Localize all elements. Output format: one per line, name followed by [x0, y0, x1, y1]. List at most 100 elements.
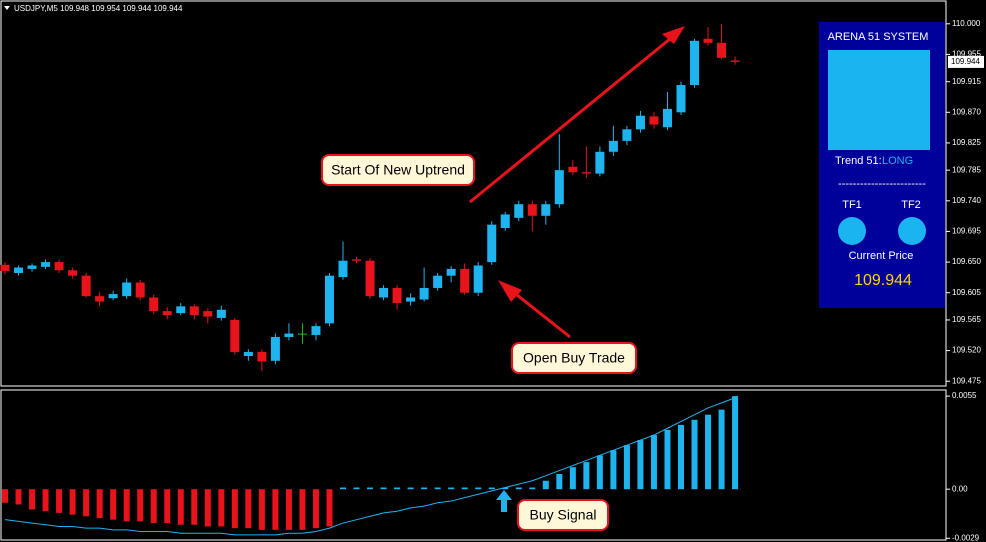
tf1-light	[838, 217, 866, 245]
histogram-bar	[367, 487, 374, 490]
histogram-bar	[218, 489, 225, 527]
candle-body	[500, 214, 510, 229]
candle-body	[676, 85, 686, 113]
panel-indicator	[828, 50, 930, 150]
histogram-bar	[177, 489, 184, 525]
candle-body	[662, 108, 672, 128]
tf2-light	[898, 217, 926, 245]
candle-body	[27, 265, 37, 269]
candle-body	[703, 38, 713, 43]
trend-value: LONG	[882, 155, 913, 167]
histogram-bar	[434, 487, 441, 490]
arrow	[469, 32, 677, 204]
histogram-bar	[83, 489, 90, 517]
note-box	[321, 154, 475, 186]
candle-body	[635, 115, 645, 130]
y-tick-label: 109.650	[952, 257, 981, 266]
histogram-bar	[637, 440, 644, 490]
marks: 110.000 109.955 109.915 109.870 109.825 109.7…	[0, 19, 984, 542]
note-box	[511, 342, 637, 374]
candle-body	[216, 309, 226, 318]
candle-body	[514, 204, 524, 218]
candle-body	[406, 297, 416, 302]
histogram-bar	[610, 450, 617, 490]
candle-body	[284, 333, 294, 337]
header: USDJPY,M5 109.948 109.954 109.944 109.94…	[14, 4, 183, 13]
panel-title: ARENA 51 SYSTEM	[828, 31, 929, 43]
candle-body	[365, 260, 375, 297]
candle-body	[189, 306, 199, 316]
y-tick-label: 109.695	[952, 227, 981, 236]
histogram-bar	[69, 489, 76, 515]
candle-body	[203, 311, 213, 317]
note: Start Of New Uptrend	[331, 162, 465, 178]
signal-arrow	[496, 490, 512, 512]
tf1-label: TF1	[842, 199, 862, 211]
candle-body	[473, 265, 483, 293]
candle-body	[54, 262, 64, 271]
histogram-bar	[245, 489, 252, 529]
histogram-bar	[394, 487, 401, 490]
histogram-bar	[678, 424, 684, 490]
histogram-bar	[623, 445, 630, 490]
price-label: Current Price	[849, 250, 914, 262]
histogram-bar	[542, 480, 549, 490]
candle-body	[608, 140, 618, 152]
histogram-bar	[258, 489, 265, 530]
histogram-bar	[150, 489, 157, 524]
candle-body	[392, 287, 402, 303]
y-tick-label: 109.870	[952, 107, 981, 116]
y-tick-label: 109.565	[952, 315, 981, 324]
candle-body	[108, 294, 118, 299]
candle-body	[433, 275, 443, 288]
note: Buy Signal	[530, 507, 597, 523]
histogram-bar	[718, 409, 725, 490]
histogram-bar	[421, 487, 428, 490]
candle-body	[352, 259, 362, 261]
candle-body	[297, 333, 307, 335]
candle-body	[581, 172, 591, 174]
candle-body	[622, 129, 632, 141]
y-tick-label: 0.00	[952, 484, 968, 493]
y-tick-label: -0.0029	[952, 533, 980, 542]
y-tick-label: 109.475	[952, 376, 981, 385]
histogram-bar	[2, 489, 8, 503]
last-price-label: 109.944	[951, 57, 980, 66]
histogram-bar	[340, 487, 346, 490]
candle-body	[446, 268, 456, 276]
y-tick-label: 109.605	[952, 288, 981, 297]
histogram-bar	[42, 489, 49, 512]
histogram-bar	[529, 487, 536, 490]
candle-body	[649, 116, 659, 125]
histogram-bar	[407, 487, 414, 490]
histogram-bar	[191, 489, 198, 525]
note-box	[517, 499, 609, 531]
histogram-bar	[231, 489, 238, 529]
candle-body	[379, 287, 389, 298]
candle-body	[690, 40, 700, 86]
candle-body	[230, 319, 240, 352]
last-price-box	[948, 55, 984, 68]
arrow-head	[498, 280, 522, 302]
candle-body	[149, 297, 159, 312]
y-tick-label: 109.740	[952, 196, 981, 205]
histogram-bar	[285, 489, 292, 530]
candle-body	[419, 287, 429, 300]
histogram-bar	[272, 489, 279, 530]
arrow	[506, 285, 571, 339]
histogram-bar	[502, 487, 509, 490]
candle-body	[162, 311, 172, 316]
candle-body	[0, 264, 10, 271]
arrow-head	[662, 26, 685, 44]
histogram-bar	[596, 455, 603, 490]
histogram-bar	[137, 489, 144, 522]
candle-body	[14, 267, 24, 273]
candle-body	[717, 42, 727, 58]
header-icon	[4, 6, 10, 10]
histogram-bar	[123, 489, 130, 522]
histogram-bar	[353, 487, 360, 490]
candle-body	[730, 60, 740, 62]
main-pane	[0, 0, 947, 387]
histogram-bar	[326, 489, 333, 527]
